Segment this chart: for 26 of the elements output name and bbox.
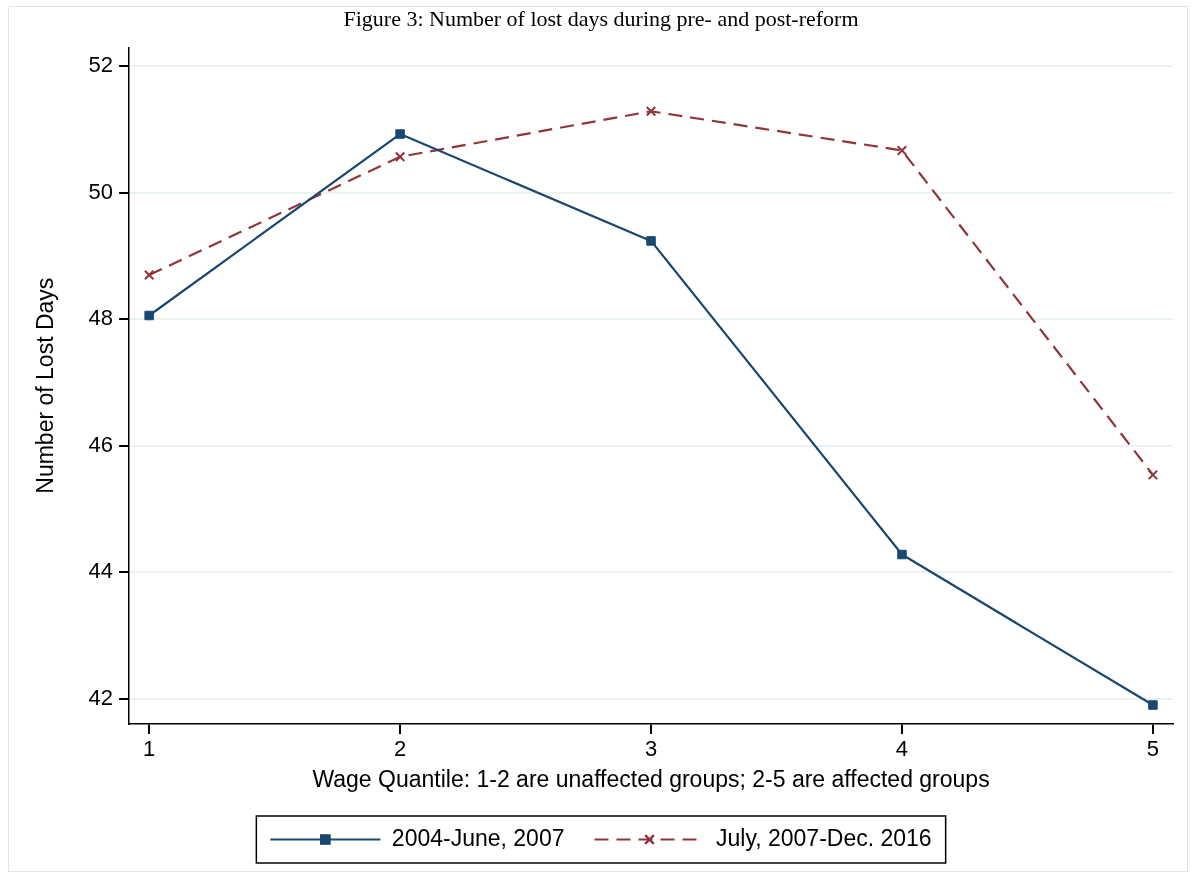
point [1147,469,1159,481]
point [897,549,907,560]
y-tick-label: 50 [88,178,114,204]
legend-label: 2004-June, 2007 [391,824,565,851]
x-tick-label: 3 [644,736,658,762]
y-tick-label: 42 [88,684,114,710]
y-tick-label: 48 [88,305,114,331]
point [394,151,406,163]
legend-label: July, 2007-Dec. 2016 [716,824,932,851]
point [395,129,405,139]
point [143,269,155,281]
x-tick-label: 2 [393,736,407,762]
y-tick-label: 46 [88,431,114,457]
y-axis-title: Number of Lost Days [32,277,59,494]
x-tick-label: 5 [1146,736,1160,762]
x-axis-title: Wage Quantile: 1-2 are unaffected groups; 2-5 are affected groups [312,765,990,792]
x-tick-label: 4 [895,736,909,762]
y-tick-label: 52 [88,52,114,78]
x-tick-label: 1 [143,736,156,762]
y-tick-label: 44 [88,558,114,584]
point [144,310,154,321]
point [896,145,908,156]
point [645,106,657,117]
point [1148,700,1158,710]
chart-title: Figure 3: Number of lost days during pre- and post-reform [343,5,859,31]
point [646,236,656,246]
